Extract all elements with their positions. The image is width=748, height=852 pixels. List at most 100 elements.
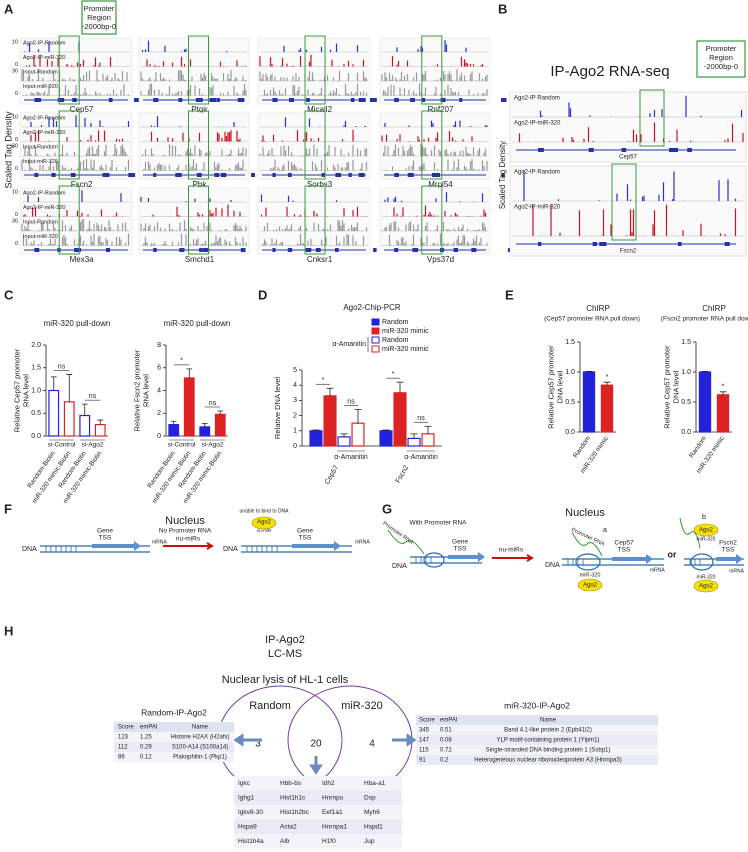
table-cell: Acta2: [280, 823, 297, 830]
promoter-highlight: [421, 35, 443, 105]
signal-track: [396, 40, 467, 52]
table-header: Name: [192, 725, 209, 731]
y-tick-label: 2.0: [31, 342, 41, 349]
table-cell: Histone H2AX (H2afx): [170, 735, 229, 741]
exon: [592, 242, 597, 246]
exon: [70, 173, 76, 177]
signal-track: [260, 194, 338, 202]
panel-letter: C: [4, 287, 14, 302]
signal-track: [140, 69, 247, 81]
track-label: Input-Random: [23, 219, 58, 225]
mrna-label: mRNA: [355, 539, 370, 545]
error-bar: [424, 425, 432, 434]
venn-count: 20: [310, 739, 322, 750]
promoter-rna: [387, 529, 425, 555]
table-cell: 0.2: [440, 758, 449, 764]
track-tick: 10: [12, 189, 18, 195]
promoter-box-text: -2000bp-0: [82, 22, 116, 31]
exon: [214, 173, 220, 177]
table-title: miR-320-IP-Ago2: [504, 700, 570, 710]
bar: [168, 424, 180, 437]
exon: [72, 98, 77, 102]
y-tick-label: 3: [293, 397, 297, 404]
signal-track: [150, 116, 235, 127]
table-cell: H1f0: [322, 838, 336, 845]
track-tick: 10: [12, 39, 18, 45]
table-header-bg: [416, 715, 658, 725]
significance-label: *: [392, 371, 395, 378]
ago2-label: Ago2: [583, 583, 598, 589]
gene-tss: Cep57: [614, 540, 634, 547]
exon: [209, 98, 217, 102]
y-tick-label: 1.0: [31, 387, 41, 394]
y-tick-label: 6: [157, 365, 161, 372]
bar: [79, 414, 91, 437]
table-cell: S100-A14 (S100a14): [172, 745, 228, 751]
exon: [178, 98, 183, 102]
arrow-label: nu-miRs: [176, 536, 201, 543]
signal-track: [24, 144, 128, 156]
significance-label: ns: [417, 415, 425, 422]
exon: [108, 98, 113, 102]
y-tick-label: 5: [293, 367, 297, 374]
exon: [431, 173, 438, 177]
section-title: IP-Ago2: [265, 634, 305, 646]
bar: [214, 413, 226, 437]
table-cell: 91: [419, 758, 426, 764]
track-label: Ago2-IP-miR-320: [23, 55, 66, 61]
signal-track: [259, 159, 368, 171]
exon: [289, 98, 294, 102]
exon: [240, 248, 246, 252]
exon: [538, 242, 542, 246]
signal-track: [140, 83, 247, 96]
venn-label: Random: [249, 700, 291, 712]
promoter-highlight: [421, 185, 443, 255]
exon: [677, 242, 682, 246]
table-cell: Single-stranded DNA binding protein 1 (S…: [486, 748, 611, 754]
legend-swatch: [371, 318, 380, 326]
exon: [407, 173, 414, 177]
y-axis-label: Relative Cep57 promoterDNA level: [546, 345, 564, 429]
exon: [588, 148, 594, 152]
track-label: Ago2-IP-miR-320: [514, 121, 561, 127]
bar: [393, 392, 407, 447]
exon: [57, 98, 65, 102]
table-cell: Hnrnpa1: [322, 823, 347, 830]
ago2: [693, 523, 719, 537]
exon: [102, 173, 110, 177]
bar: [94, 424, 106, 437]
chart-title: ChIRP: [702, 304, 726, 313]
browser-panel: [138, 37, 250, 105]
signal-track: [381, 131, 473, 142]
exon: [471, 248, 477, 252]
exon: [175, 173, 182, 177]
exon: [501, 173, 505, 177]
table-cell: 345: [419, 728, 430, 734]
dna-loop: [690, 553, 714, 571]
table-row-bg: [416, 755, 658, 765]
exon: [220, 173, 227, 177]
exon: [34, 173, 39, 177]
error-bar: [217, 410, 224, 415]
exon: [287, 248, 293, 252]
gene-name: Sorbs3: [307, 180, 333, 189]
error-bar: [81, 403, 88, 416]
table-cell: 1.25: [140, 735, 152, 741]
y-axis-label: Relative DNA level: [273, 377, 282, 439]
error-bar: [396, 381, 404, 393]
signal-track: [22, 207, 124, 217]
ago2: [251, 516, 277, 530]
table-header: Name: [540, 718, 557, 724]
y-axis-label: Relative Fscn2 promoterRNA level: [132, 349, 150, 431]
gene-tss: TSS: [618, 547, 631, 554]
signal-track: [30, 115, 130, 127]
y-tick-label: 2: [293, 412, 297, 419]
significance-label: ns: [58, 363, 66, 370]
legend-label: Random: [382, 319, 409, 326]
bar: [582, 371, 596, 433]
ago2: [577, 578, 603, 592]
signal-track: [381, 69, 488, 81]
error-bar: [186, 368, 193, 378]
table-cell: Hist1h1c: [280, 794, 306, 801]
